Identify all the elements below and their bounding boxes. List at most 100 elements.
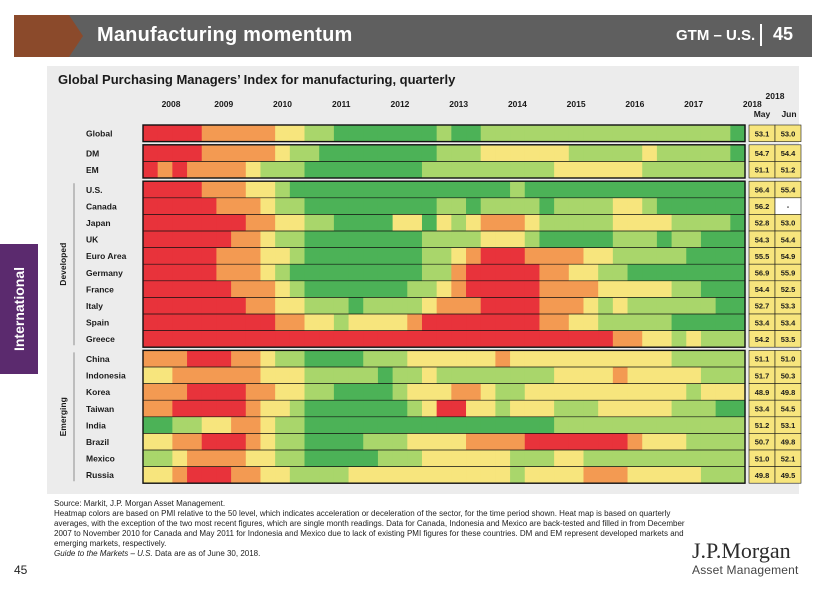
heat-cell xyxy=(583,264,599,281)
heat-cell xyxy=(715,161,731,178)
heat-cell xyxy=(671,144,687,162)
heat-cell xyxy=(466,400,482,417)
heat-cell xyxy=(656,330,673,348)
heat-cell xyxy=(700,264,717,281)
heat-cell xyxy=(245,314,262,331)
heat-cell xyxy=(421,144,438,162)
heat-cell xyxy=(407,330,423,348)
heat-cell xyxy=(598,280,614,298)
heat-cell xyxy=(671,264,687,281)
heat-cell xyxy=(671,367,687,384)
heat-cell xyxy=(392,314,408,331)
heat-cell xyxy=(201,297,218,314)
heat-cell xyxy=(612,297,629,314)
heat-cell xyxy=(539,214,555,231)
heat-cell xyxy=(187,367,203,384)
heat-cell xyxy=(275,231,291,248)
heat-cell xyxy=(524,181,541,198)
heat-cell xyxy=(671,280,687,298)
heat-cell xyxy=(715,125,731,142)
year-label: 2009 xyxy=(214,99,233,109)
heat-cell xyxy=(671,416,687,434)
heat-cell xyxy=(260,314,276,331)
heat-cell xyxy=(333,433,350,450)
heat-cell xyxy=(319,214,335,231)
heat-cell xyxy=(157,466,173,484)
heat-cell xyxy=(289,197,306,215)
heat-cell xyxy=(319,416,335,434)
latest-value-may: 49.8 xyxy=(755,471,770,480)
heat-cell xyxy=(480,314,496,331)
heat-cell xyxy=(715,466,731,484)
heat-cell xyxy=(289,400,306,417)
heat-cell xyxy=(686,450,702,467)
heat-cell xyxy=(436,367,452,384)
heat-cell xyxy=(568,433,585,450)
heat-cell xyxy=(715,367,731,384)
heat-cell xyxy=(568,231,585,248)
heat-cell xyxy=(436,280,452,298)
heat-cell xyxy=(568,330,585,348)
heat-cell xyxy=(524,214,541,231)
row-label: France xyxy=(86,284,114,294)
heat-cell xyxy=(730,330,746,348)
heat-cell xyxy=(612,280,629,298)
heat-cell xyxy=(612,314,629,331)
heat-cell xyxy=(466,161,482,178)
heat-cell xyxy=(172,161,188,178)
heat-cell xyxy=(216,466,232,484)
heat-cell xyxy=(671,231,687,248)
heat-cell xyxy=(539,264,555,281)
heat-cell xyxy=(539,466,555,484)
heat-cell xyxy=(466,314,482,331)
heat-cell xyxy=(480,466,496,484)
heat-cell xyxy=(700,214,717,231)
heat-cell xyxy=(245,181,262,198)
row-label: Mexico xyxy=(86,454,115,464)
footnote-date: Data are as of June 30, 2018. xyxy=(152,549,261,558)
heat-cell xyxy=(554,181,570,198)
heat-cell xyxy=(642,450,658,467)
heat-cell xyxy=(172,466,188,484)
heat-cell xyxy=(627,297,643,314)
heat-cell xyxy=(568,416,585,434)
heat-cell xyxy=(627,367,643,384)
heat-cell xyxy=(612,247,629,265)
heat-cell xyxy=(539,383,555,401)
heat-cell xyxy=(612,433,629,450)
row-label: Canada xyxy=(86,201,117,211)
heat-cell xyxy=(686,350,702,367)
section-tab[interactable] xyxy=(0,244,38,374)
heat-cell xyxy=(143,247,159,265)
heat-cell xyxy=(187,231,203,248)
heat-cell xyxy=(510,144,526,162)
heat-cell xyxy=(642,314,658,331)
heat-cell xyxy=(260,466,276,484)
year-label: 2012 xyxy=(390,99,409,109)
heat-cell xyxy=(392,125,408,142)
latest-value-may: 56.2 xyxy=(755,202,770,211)
heat-cell xyxy=(495,330,511,348)
heat-cell xyxy=(319,247,335,265)
heat-cell xyxy=(333,466,350,484)
heat-cell xyxy=(187,280,203,298)
heat-cell xyxy=(407,161,423,178)
latest-value-may: 52.8 xyxy=(755,219,770,228)
heat-cell xyxy=(466,297,482,314)
latest-value-jun: 51.2 xyxy=(781,166,796,175)
heat-cell xyxy=(304,264,320,281)
heat-cell xyxy=(201,181,218,198)
heat-cell xyxy=(627,181,643,198)
heat-cell xyxy=(700,350,717,367)
heat-cell xyxy=(730,350,746,367)
heat-cell xyxy=(172,280,188,298)
heat-cell xyxy=(289,125,306,142)
heat-cell xyxy=(172,416,188,434)
heat-cell xyxy=(377,264,394,281)
heat-cell xyxy=(554,416,570,434)
section-tab-label[interactable]: International xyxy=(11,266,27,352)
heat-cell xyxy=(275,400,291,417)
heat-cell xyxy=(495,125,511,142)
heat-cell xyxy=(700,231,717,248)
